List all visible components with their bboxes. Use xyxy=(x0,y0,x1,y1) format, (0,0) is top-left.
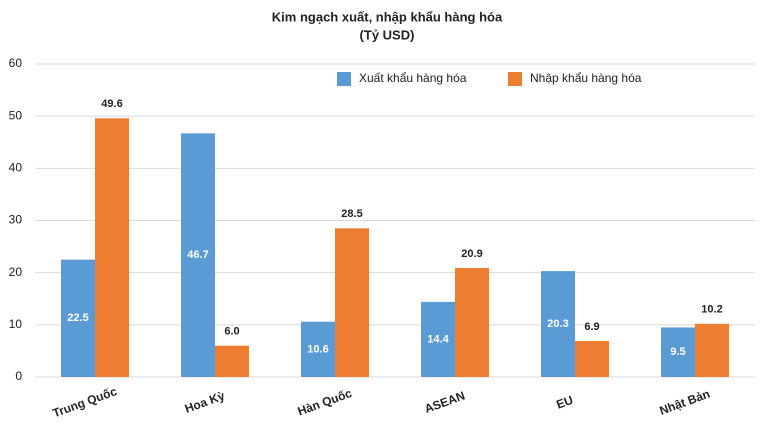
value-label: 6.9 xyxy=(584,321,599,333)
legend-label: Nhập khẩu hàng hóa xyxy=(530,71,642,85)
bar xyxy=(695,323,729,377)
y-tick-label: 40 xyxy=(9,161,23,175)
legend-label: Xuất khẩu hàng hóa xyxy=(359,71,467,85)
legend-swatch xyxy=(508,72,522,86)
bar xyxy=(661,327,695,377)
x-tick-label: Hàn Quốc xyxy=(296,386,354,419)
x-tick-label: Trung Quốc xyxy=(51,384,119,420)
y-tick-label: 30 xyxy=(9,213,23,227)
bar xyxy=(575,341,609,377)
bar xyxy=(95,118,129,378)
chart-subtitle: (Tỷ USD) xyxy=(360,27,415,42)
value-label: 28.5 xyxy=(341,208,362,220)
value-label: 10.6 xyxy=(307,343,328,355)
x-tick-label: Hoa Kỳ xyxy=(183,388,227,415)
y-tick-label: 20 xyxy=(9,265,23,279)
bar xyxy=(181,133,215,377)
y-tick-label: 60 xyxy=(9,56,23,70)
value-label: 9.5 xyxy=(670,346,685,358)
value-label: 49.6 xyxy=(101,98,122,110)
value-label: 22.5 xyxy=(67,312,88,324)
bar xyxy=(541,271,575,377)
bar xyxy=(421,301,455,377)
bar xyxy=(335,228,369,377)
chart-title: Kim ngạch xuất, nhập khẩu hàng hóa xyxy=(272,9,503,24)
y-tick-label: 10 xyxy=(9,317,23,331)
value-label: 20.3 xyxy=(547,318,568,330)
bar xyxy=(455,267,489,377)
bar xyxy=(61,259,95,377)
value-label: 10.2 xyxy=(701,304,722,316)
legend-swatch xyxy=(337,72,351,86)
value-label: 6.0 xyxy=(224,326,239,338)
bar xyxy=(215,345,249,377)
x-tick-label: ASEAN xyxy=(423,388,467,416)
y-tick-label: 50 xyxy=(9,108,23,122)
value-label: 46.7 xyxy=(187,249,208,261)
x-tick-label: Nhật Bản xyxy=(658,387,712,418)
value-label: 20.9 xyxy=(461,248,482,260)
bar xyxy=(301,321,335,377)
x-tick-label: EU xyxy=(554,393,574,412)
y-tick-label: 0 xyxy=(15,369,22,383)
value-label: 14.4 xyxy=(427,333,449,345)
